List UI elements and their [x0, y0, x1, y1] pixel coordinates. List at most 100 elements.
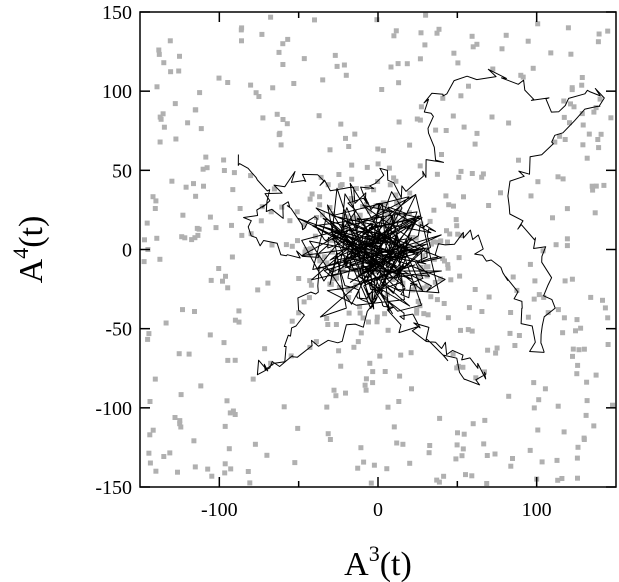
scatter-point [145, 336, 151, 342]
scatter-point [237, 206, 243, 211]
scatter-point [484, 453, 490, 458]
scatter-point [386, 165, 392, 171]
scatter-point [417, 163, 423, 169]
y-tick-label: 150 [102, 2, 132, 24]
scatter-point [579, 111, 585, 117]
scatter-point [510, 456, 515, 461]
y-tick-label: 0 [122, 240, 132, 262]
scatter-point [358, 445, 364, 451]
scatter-point [216, 266, 222, 271]
scatter-point [593, 372, 599, 378]
scatter-point [610, 402, 615, 408]
scatter-point [380, 148, 386, 154]
scatter-point [419, 270, 425, 275]
scatter-point [394, 200, 400, 206]
scatter-point [455, 231, 461, 237]
scatter-point [402, 222, 408, 227]
scatter-point [366, 248, 372, 254]
scatter-point [456, 174, 462, 180]
scatter-point [222, 461, 228, 467]
scatter-point [225, 285, 231, 291]
scatter-point [555, 174, 561, 180]
scatter-point [270, 85, 276, 91]
scatter-point [216, 75, 222, 81]
scatter-point [574, 371, 580, 377]
scatter-point [307, 278, 313, 284]
scatter-point [276, 49, 282, 55]
scatter-point [343, 72, 349, 78]
scatter-point [351, 235, 357, 241]
scatter-point [146, 450, 152, 456]
scatter-point [480, 171, 486, 177]
scatter-point [338, 121, 344, 127]
scatter-point [343, 135, 348, 141]
scatter-point [499, 46, 505, 52]
scatter-point [239, 38, 244, 44]
scatter-point [230, 187, 236, 193]
scatter-point [548, 50, 554, 56]
scatter-point [280, 41, 286, 47]
scatter-point [231, 170, 237, 176]
scatter-point [348, 196, 354, 202]
scatter-point [147, 460, 153, 466]
scatter-point [527, 447, 533, 453]
scatter-point [453, 456, 459, 462]
scatter-point [574, 317, 580, 323]
scatter-point [407, 142, 413, 148]
scatter-point [531, 380, 537, 386]
scatter-point [438, 238, 444, 244]
scatter-point [456, 255, 462, 261]
scatter-point [578, 325, 584, 331]
scatter-point [278, 142, 284, 148]
scatter-point [260, 115, 266, 121]
scatter-point [592, 210, 598, 216]
scatter-point [374, 319, 380, 325]
scatter-point [575, 475, 580, 481]
scatter-point [507, 330, 513, 336]
scatter-point [396, 80, 402, 86]
scatter-point [391, 175, 397, 181]
scatter-point [470, 421, 476, 427]
scatter-point [383, 270, 389, 276]
scatter-point [550, 215, 555, 221]
scatter-point [600, 297, 605, 303]
scatter-point [583, 412, 589, 418]
scatter-point [176, 68, 182, 74]
scatter-point [418, 104, 424, 110]
scatter-point [306, 295, 312, 301]
scatter-point [147, 432, 153, 438]
x-tick-label: 100 [522, 499, 552, 521]
scatter-point [200, 166, 206, 172]
scatter-point [186, 351, 192, 357]
scatter-point [391, 424, 397, 430]
scatter-point [394, 440, 400, 446]
y-tick-label: -150 [95, 477, 132, 499]
scatter-point [589, 183, 595, 189]
scatter-point [525, 38, 531, 44]
scatter-point [574, 455, 580, 461]
scatter-point [269, 242, 275, 248]
scatter-point [437, 276, 443, 282]
scatter-point [422, 42, 428, 48]
scatter-point [193, 193, 199, 199]
scatter-point [444, 228, 449, 234]
scatter-point [268, 14, 274, 20]
scatter-point [440, 256, 446, 262]
scatter-point [225, 80, 231, 85]
scatter-point [370, 380, 376, 386]
scatter-point [396, 119, 402, 125]
scatter-point [474, 130, 480, 136]
scatter-point [427, 443, 433, 448]
scatter-point [172, 101, 178, 107]
scatter-point [317, 258, 323, 264]
scatter-point [447, 231, 453, 237]
scatter-point [520, 74, 526, 80]
scatter-point [377, 353, 383, 359]
scatter-point [450, 113, 456, 119]
scatter-point [250, 376, 256, 382]
scatter-point [470, 44, 476, 50]
scatter-point [561, 429, 567, 435]
scatter-point [178, 424, 184, 430]
scatter-point [414, 307, 420, 313]
